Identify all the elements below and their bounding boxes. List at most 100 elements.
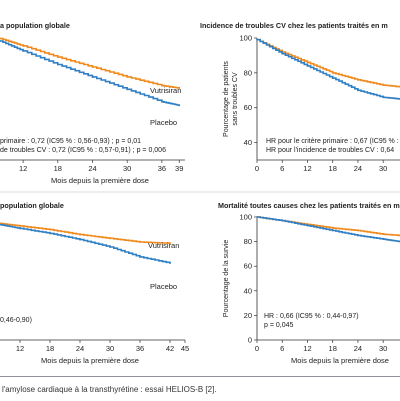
- y-tick-label: 100: [239, 213, 252, 222]
- data-point-placebo: [357, 89, 359, 92]
- series-line-placebo: [0, 223, 171, 264]
- series-label-placebo: Placebo: [150, 282, 177, 291]
- data-point-vutrisiran: [357, 229, 359, 232]
- data-point-vutrisiran: [0, 37, 1, 40]
- x-tick-label: 18: [46, 344, 54, 353]
- series-label-vutrisiran: Vutrisiran: [150, 86, 181, 95]
- data-point-placebo: [306, 64, 309, 67]
- y-tick-label: 60: [244, 262, 252, 271]
- data-point-vutrisiran: [169, 242, 171, 245]
- data-point-placebo: [382, 238, 385, 241]
- series-line-placebo: [257, 216, 400, 243]
- y-axis-label: Pourcentage de la survie: [223, 240, 230, 318]
- x-tick-label: 6: [280, 344, 284, 353]
- data-point-placebo: [357, 234, 359, 237]
- x-tick-label: 39: [175, 164, 183, 173]
- x-tick-label: 30: [106, 344, 114, 353]
- x-tick-label: 12: [19, 164, 27, 173]
- x-tick-label: 24: [354, 164, 362, 173]
- x-tick-label: 24: [88, 164, 96, 173]
- data-point-placebo: [281, 52, 284, 55]
- x-tick-label: 18: [329, 164, 337, 173]
- data-point-vutrisiran: [306, 61, 309, 64]
- x-tick-label: 18: [329, 344, 337, 353]
- data-point-vutrisiran: [139, 241, 141, 243]
- chart-title: Incidence de troubles CV chez les patien…: [200, 21, 388, 30]
- x-tick-label: 30: [379, 164, 387, 173]
- data-point-placebo: [22, 49, 25, 52]
- series-line-placebo: [0, 40, 180, 106]
- annotation-text: de troubles CV : 0,72 (IC95 % : 0,57-0,9…: [0, 147, 166, 154]
- x-tick-label: 24: [76, 344, 84, 353]
- series-line-vutrisiran: [0, 37, 180, 89]
- data-point-placebo: [169, 262, 171, 265]
- data-point-placebo: [0, 223, 1, 226]
- y-tick-label: 40: [244, 286, 252, 295]
- data-point-placebo: [256, 38, 258, 41]
- data-point-vutrisiran: [19, 225, 21, 227]
- y-axis-label: sans troubles CV: [232, 72, 239, 126]
- x-tick-label: 6: [280, 164, 284, 173]
- chart-title: Mortalité toutes causes chez les patient…: [218, 201, 400, 210]
- y-tick-label: 20: [244, 311, 252, 320]
- data-point-vutrisiran: [126, 76, 129, 78]
- data-point-placebo: [126, 88, 129, 91]
- y-tick-label: 40: [244, 138, 252, 147]
- data-point-placebo: [256, 216, 258, 218]
- y-tick-label: 80: [244, 68, 252, 77]
- data-point-placebo: [91, 76, 94, 78]
- data-point-placebo: [281, 219, 284, 222]
- data-point-vutrisiran: [22, 45, 25, 47]
- y-tick-label: 100: [239, 34, 252, 43]
- chart-title: a population globale: [0, 21, 70, 30]
- x-axis-label: Mois depuis la première dose: [51, 176, 149, 185]
- data-point-vutrisiran: [56, 56, 59, 58]
- series-label-vutrisiran: Vutrisiran: [148, 241, 179, 250]
- y-axis-label: Pourcentage de patients: [223, 61, 230, 137]
- data-point-placebo: [331, 77, 334, 79]
- x-tick-label: 24: [354, 344, 362, 353]
- x-tick-label: 12: [303, 164, 311, 173]
- data-point-placebo: [331, 229, 334, 232]
- chart-title: population globale: [0, 201, 64, 210]
- x-axis-label: Mois depuis la première dose: [291, 356, 389, 365]
- data-point-placebo: [160, 100, 163, 103]
- x-tick-label: 0: [255, 164, 259, 173]
- caption-text: l'amylose cardiaque à la transthyrétine …: [2, 385, 217, 394]
- annotation-text: HR pour l'incidence de troubles CV : 0,6…: [266, 147, 394, 154]
- x-tick-label: 36: [136, 344, 144, 353]
- series-label-placebo: Placebo: [150, 118, 177, 127]
- data-point-vutrisiran: [160, 84, 163, 87]
- data-point-placebo: [56, 63, 59, 66]
- data-point-vutrisiran: [49, 228, 51, 231]
- data-point-vutrisiran: [331, 227, 334, 229]
- data-point-placebo: [382, 96, 385, 99]
- data-point-vutrisiran: [382, 84, 385, 86]
- data-point-vutrisiran: [91, 66, 94, 68]
- x-tick-label: 30: [123, 164, 131, 173]
- charts-canvas: a population globale 12 18 24 30 36 39 Mois dep…: [0, 21, 400, 365]
- x-tick-label: 45: [181, 344, 189, 353]
- x-tick-label: 36: [158, 164, 166, 173]
- annotation-text: p = 0,045: [264, 322, 293, 329]
- x-tick-label: 30: [379, 344, 387, 353]
- x-tick-label: 12: [303, 344, 311, 353]
- x-axis-label: Mois depuis la première dose: [41, 356, 139, 365]
- annotation-text: HR : 0,66 (IC95 % : 0,44-0,97): [264, 313, 359, 320]
- annotation-text: 0,46-0,90): [0, 317, 32, 324]
- x-tick-label: 42: [166, 344, 174, 353]
- data-point-placebo: [109, 246, 111, 248]
- data-point-placebo: [178, 104, 181, 107]
- data-point-placebo: [139, 256, 141, 258]
- data-point-placebo: [49, 232, 51, 235]
- series-line-vutrisiran: [257, 38, 400, 88]
- data-point-vutrisiran: [357, 78, 359, 81]
- data-point-vutrisiran: [382, 233, 385, 236]
- x-tick-label: 12: [16, 344, 24, 353]
- data-point-placebo: [19, 227, 21, 230]
- data-point-vutrisiran: [178, 87, 181, 89]
- x-tick-label: 18: [54, 164, 62, 173]
- x-tick-label: 0: [255, 344, 259, 353]
- data-point-placebo: [0, 40, 1, 42]
